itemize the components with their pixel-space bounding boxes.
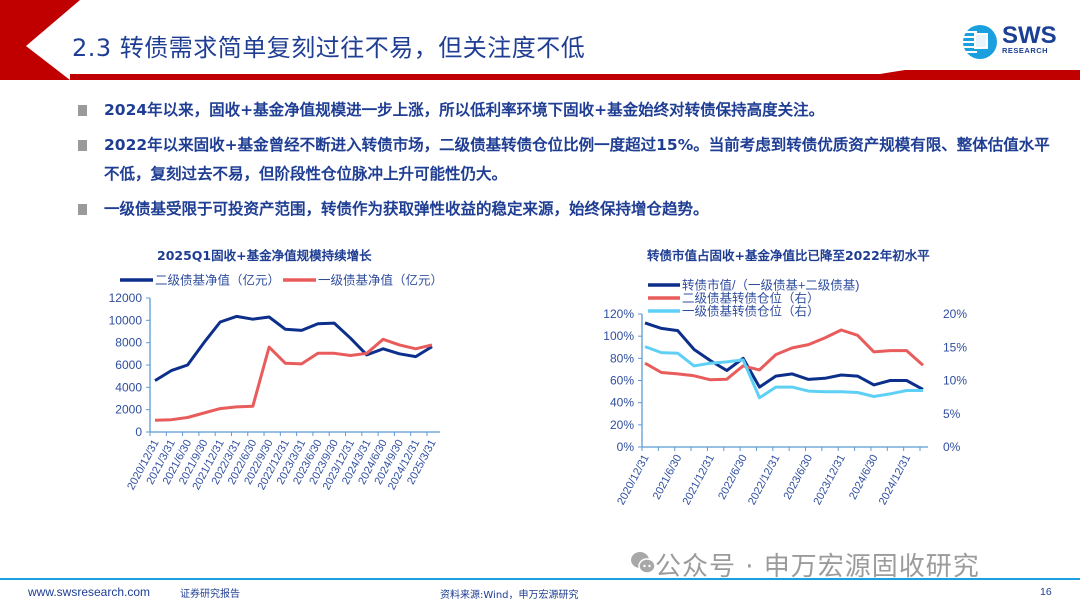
- x-tick-label: 2022/12/31: [256, 438, 292, 492]
- x-tick-label: 2024/6/30: [356, 438, 390, 487]
- y2-tick-label: 0%: [943, 440, 961, 454]
- page-title: 2.3 转债需求简单复刻过往不易，但关注度不低: [72, 34, 586, 62]
- legend-label: 二级债基净值（亿元）: [155, 273, 280, 288]
- bullet-item: 2024年以来，固收+基金净值规模进一步上涨，所以低利率环境下固收+基金始终对转…: [78, 96, 1058, 125]
- bullet-square-icon: [78, 105, 87, 116]
- page-number: 16: [1040, 586, 1052, 598]
- y-tick-label: 12000: [109, 291, 143, 305]
- x-tick-label: 2022/6/30: [716, 453, 750, 502]
- footer-url-link[interactable]: www.swsresearch.com: [28, 585, 151, 599]
- y-tick-label: 100%: [603, 329, 634, 343]
- x-tick-label: 2023/9/30: [307, 438, 341, 487]
- x-tick-label: 2023/6/30: [291, 438, 325, 487]
- x-tick-label: 2022/9/30: [242, 438, 276, 487]
- x-tick-label: 2020/12/31: [615, 453, 651, 507]
- x-tick-label: 2022/3/31: [210, 438, 244, 487]
- bullet-square-icon: [78, 204, 87, 215]
- x-tick-label: 2024/9/30: [372, 438, 406, 487]
- footer-divider: [0, 578, 1080, 580]
- x-tick-label: 2022/6/30: [226, 438, 260, 487]
- sws-logo-icon: [963, 25, 997, 59]
- x-tick-label: 2021/12/31: [190, 438, 226, 492]
- y2-tick-label: 5%: [943, 407, 961, 421]
- x-tick-label: 2020/12/31: [125, 438, 161, 492]
- logo-text: SWS: [1002, 22, 1057, 49]
- series-line: [644, 328, 924, 382]
- y-tick-label: 60%: [610, 374, 634, 388]
- y2-tick-label: 20%: [943, 307, 967, 321]
- x-tick-label: 2023/12/31: [321, 438, 357, 492]
- x-tick-label: 2021/6/30: [161, 438, 195, 487]
- x-tick-label: 2025/3/31: [405, 438, 439, 487]
- series-line: [644, 345, 923, 400]
- y-tick-label: 40%: [610, 396, 634, 410]
- x-tick-label: 2022/12/31: [746, 453, 782, 507]
- left-chart-title: 2025Q1固收+基金净值规模持续增长: [157, 248, 372, 263]
- y-tick-label: 20%: [610, 418, 634, 432]
- bullet-text: 一级债基受限于可投资产范围，转债作为获取弹性收益的稳定来源，始终保持增仓趋势。: [104, 200, 709, 218]
- x-tick-label: 2023/12/31: [811, 453, 847, 507]
- y-tick-label: 10000: [109, 313, 143, 327]
- footer-source: 资料来源:Wind，申万宏源研究: [440, 590, 579, 601]
- x-tick-label: 2021/6/30: [651, 453, 685, 502]
- y-tick-label: 120%: [603, 307, 634, 321]
- y-tick-label: 6000: [115, 358, 142, 372]
- y-tick-label: 0: [135, 425, 142, 439]
- x-tick-label: 2021/3/31: [144, 438, 178, 487]
- legend-label: 一级债基转债仓位（右）: [682, 304, 820, 319]
- logo-subtext: RESEARCH: [1002, 46, 1049, 55]
- bullet-square-icon: [78, 140, 87, 151]
- bullet-text: 2022年以来固收+基金曾经不断进入转债市场，二级债基转债仓位比例一度超过15%…: [104, 136, 1050, 183]
- x-tick-label: 2024/6/30: [847, 453, 881, 502]
- y-tick-label: 8000: [115, 336, 142, 350]
- x-tick-label: 2021/12/31: [681, 453, 717, 507]
- x-tick-label: 2023/6/30: [782, 453, 816, 502]
- legend-label: 二级债基转债仓位（右）: [682, 291, 820, 306]
- y-tick-label: 0%: [617, 440, 635, 454]
- y-tick-label: 2000: [115, 403, 142, 417]
- bullet-text: 2024年以来，固收+基金净值规模进一步上涨，所以低利率环境下固收+基金始终对转…: [104, 101, 825, 119]
- x-tick-label: 2024/3/31: [340, 438, 374, 487]
- y2-tick-label: 15%: [943, 340, 967, 354]
- legend-label: 一级债基净值（亿元）: [318, 273, 443, 288]
- x-tick-label: 2024/12/31: [877, 453, 913, 507]
- legend-label: 转债市值/（一级债基+二级债基): [682, 278, 859, 293]
- wechat-icon: [631, 552, 656, 574]
- y-tick-label: 80%: [610, 351, 634, 365]
- bullet-list: 2024年以来，固收+基金净值规模进一步上涨，所以低利率环境下固收+基金始终对转…: [78, 96, 1058, 230]
- y-tick-label: 4000: [115, 380, 142, 394]
- series-line: [154, 337, 433, 422]
- header-chevron-decoration: [0, 0, 1080, 80]
- bullet-item: 一级债基受限于可投资产范围，转债作为获取弹性收益的稳定来源，始终保持增仓趋势。: [78, 195, 1058, 224]
- footer-doc-type: 证券研究报告: [180, 589, 240, 600]
- sws-logo: SWS RESEARCH: [960, 22, 1060, 62]
- x-tick-label: 2021/9/30: [177, 438, 211, 487]
- series-line: [644, 321, 924, 391]
- x-tick-label: 2023/3/31: [275, 438, 309, 487]
- y2-tick-label: 10%: [943, 374, 967, 388]
- right-chart-title: 转债市值占固收+基金净值比已降至2022年初水平: [647, 248, 930, 263]
- series-line: [154, 314, 433, 382]
- x-tick-label: 2024/12/31: [386, 438, 422, 492]
- header: 2.3 转债需求简单复刻过往不易，但关注度不低 SWS RESEARCH: [0, 0, 1080, 82]
- bullet-item: 2022年以来固收+基金曾经不断进入转债市场，二级债基转债仓位比例一度超过15%…: [78, 131, 1058, 189]
- watermark-text: 公众号 · 申万宏源固收研究: [655, 552, 980, 582]
